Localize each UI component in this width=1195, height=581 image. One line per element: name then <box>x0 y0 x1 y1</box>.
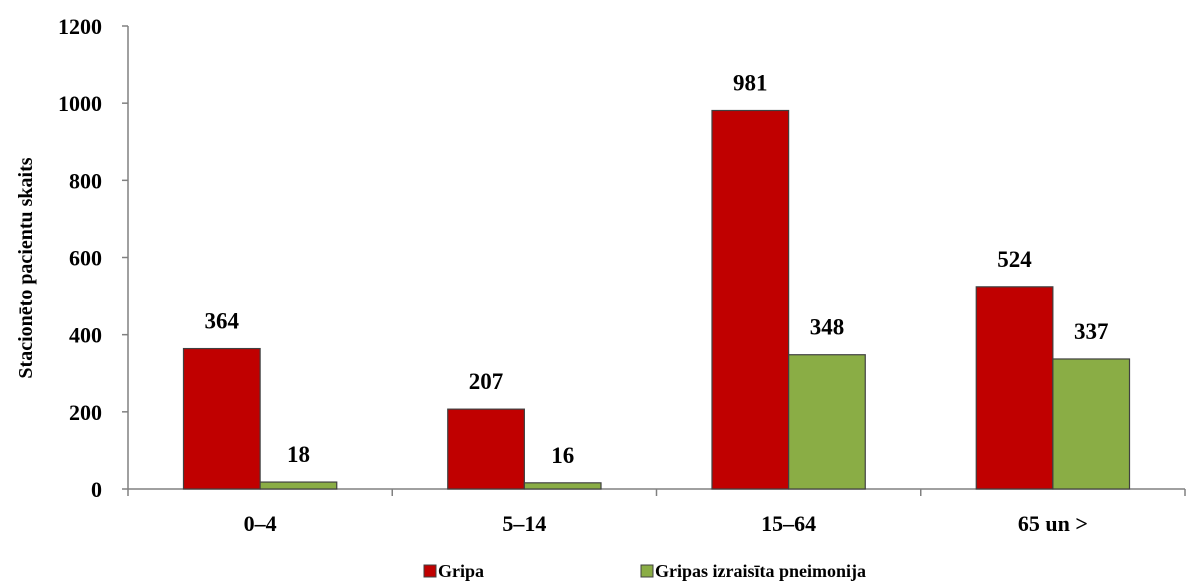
data-label: 981 <box>733 70 768 95</box>
legend: Gripa Gripas izraisīta pneimonija <box>423 561 866 581</box>
data-labels: 364 18 207 16 981 348 524 337 <box>205 70 1109 467</box>
legend-swatch <box>423 564 437 578</box>
y-tick-label: 200 <box>69 400 102 425</box>
data-label: 16 <box>551 443 574 468</box>
x-axis: 0–4 5–14 15–64 65 un > <box>127 488 1186 536</box>
x-tick-label: 5–14 <box>502 511 546 536</box>
x-tick-label: 0–4 <box>244 511 277 536</box>
bar-gripa <box>711 109 790 490</box>
data-label: 207 <box>469 369 504 394</box>
y-tick-label: 800 <box>69 168 102 193</box>
x-tick-label: 65 un > <box>1018 511 1088 536</box>
data-label: 348 <box>810 315 845 340</box>
y-tick-label: 0 <box>91 477 102 502</box>
y-axis-title: Stacionēto pacientu skaits <box>15 157 37 378</box>
data-label: 524 <box>997 247 1032 272</box>
y-tick-label: 1000 <box>58 91 102 116</box>
legend-swatch <box>640 564 654 578</box>
bar-pneimonija <box>523 482 602 490</box>
bar-gripa <box>975 286 1054 490</box>
legend-label: Gripa <box>438 561 484 581</box>
y-tick-label: 1200 <box>58 14 102 39</box>
data-label: 364 <box>205 309 240 334</box>
y-tick-label: 400 <box>69 323 102 348</box>
bar-pneimonija <box>259 481 338 490</box>
y-tick-label: 600 <box>69 246 102 271</box>
bar-gripa <box>447 408 525 490</box>
bars <box>182 109 1131 490</box>
bar-pneimonija <box>1052 358 1131 490</box>
bar-gripa <box>182 347 261 490</box>
x-tick-label: 15–64 <box>761 511 816 536</box>
data-label: 337 <box>1074 319 1109 344</box>
legend-label: Gripas izraisīta pneimonija <box>655 561 866 581</box>
bar-pneimonija <box>788 354 866 490</box>
y-axis: 0 200 400 600 800 1000 1200 <box>58 14 129 502</box>
data-label: 18 <box>287 442 310 467</box>
